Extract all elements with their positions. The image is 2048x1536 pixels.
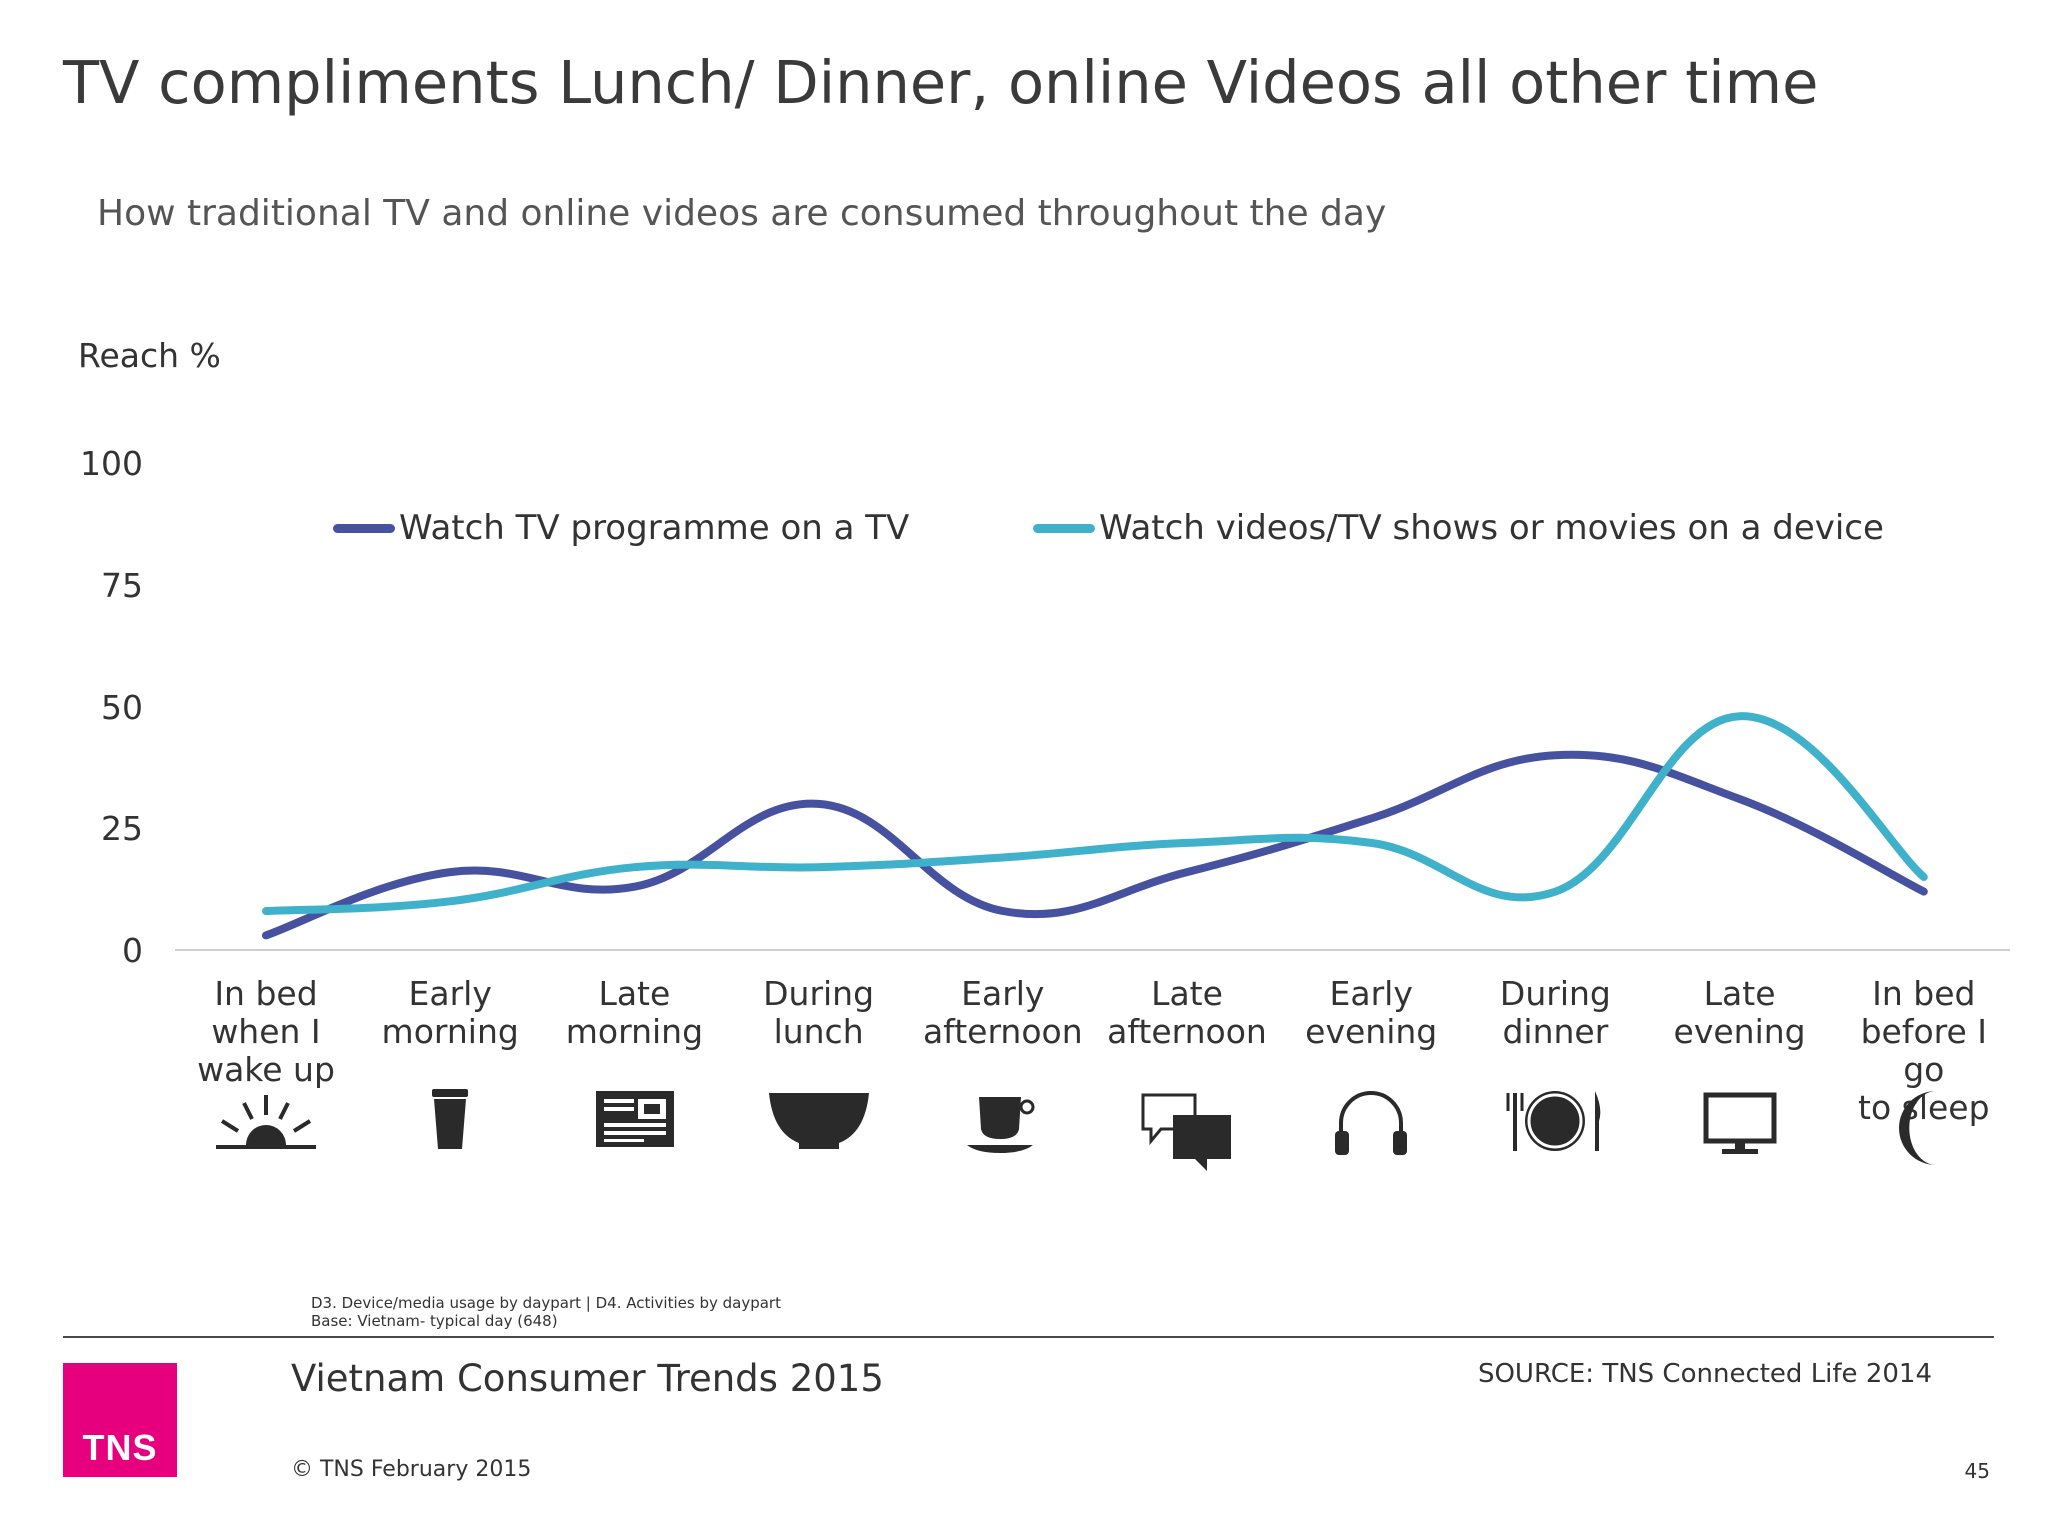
plate-cutlery-icon [1506,1091,1601,1151]
series-line-1 [262,750,1928,940]
footer-divider [63,1336,1994,1338]
legend-label: Watch TV programme on a TV [399,508,910,548]
page-subtitle: How traditional TV and online videos are… [97,193,1387,234]
x-tick-label: Late morning [565,974,704,1051]
footnote-line-1: D3. Device/media usage by daypart | D4. … [311,1294,781,1312]
newspaper-icon [596,1091,675,1147]
x-tick-label: Early morning [381,974,519,1051]
x-tick-label: Early evening [1305,974,1438,1051]
y-tick-label: 0 [122,931,143,970]
copyright: © TNS February 2015 [291,1457,532,1482]
chat-bubbles-icon [1141,1093,1231,1171]
page-number: 45 [1964,1459,1990,1483]
footnote-line-2: Base: Vietnam- typical day (648) [311,1312,558,1330]
sunrise-icon [216,1095,316,1149]
tns-logo: TNS [63,1363,177,1477]
moon-icon [1898,1091,1936,1165]
legend-swatch [333,523,395,533]
monitor-icon [1703,1092,1777,1154]
x-tick-label: During lunch [763,974,875,1051]
x-tick-label: Late evening [1673,974,1806,1051]
x-tick-label: Late afternoon [1107,974,1267,1051]
page-title: TV compliments Lunch/ Dinner, online Vid… [63,48,1819,117]
legend-item-1: Watch TV programme on a TV [333,507,909,549]
bowl-icon [768,1093,869,1149]
footer-report-title: Vietnam Consumer Trends 2015 [291,1357,884,1400]
legend-item-2: Watch videos/TV shows or movies on a dev… [1033,507,1884,549]
y-tick-label: 50 [101,687,143,727]
y-axis-label: Reach % [78,336,221,375]
y-tick-label: 75 [101,565,143,605]
footnote: D3. Device/media usage by daypart | D4. … [311,1294,781,1330]
coffee-cup-icon [432,1089,469,1149]
footer-source: SOURCE: TNS Connected Life 2014 [1477,1359,1932,1389]
teacup-icon [966,1097,1035,1153]
y-tick-label: 100 [80,444,143,483]
logo-text: TNS [82,1427,158,1468]
x-tick-label: Early afternoon [922,974,1083,1051]
legend-label: Watch videos/TV shows or movies on a dev… [1099,508,1884,548]
series-line-2 [262,712,1928,916]
x-tick-label: During dinner [1499,974,1611,1051]
y-tick-label: 25 [101,809,143,849]
legend-swatch [1033,523,1095,533]
headphones-icon [1335,1091,1408,1155]
